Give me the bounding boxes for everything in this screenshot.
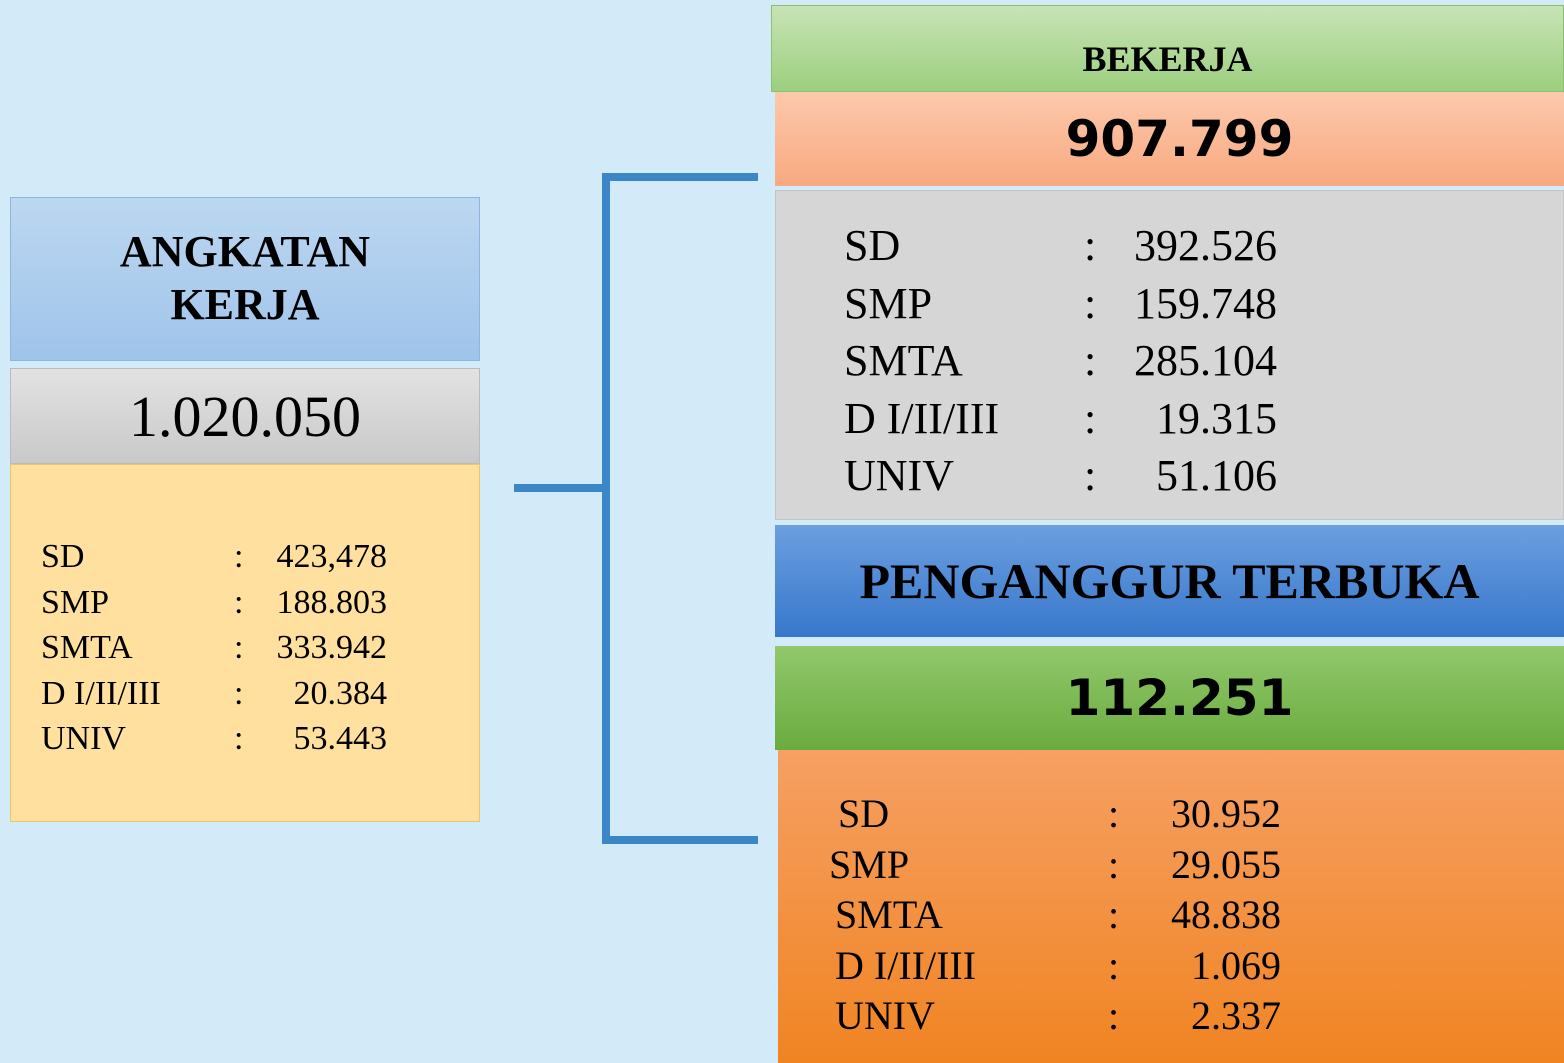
row-label: SMTA — [41, 629, 133, 666]
employed-title: BEKERJA — [771, 5, 1564, 92]
row-value: 2.337 — [1191, 993, 1281, 1038]
unemployed-total: 112.251 — [775, 646, 1564, 750]
labor-force-title: ANGKATAN KERJA — [10, 197, 480, 361]
row-label: SD — [41, 538, 85, 575]
employed-list: SD:392.526 SMP:159.748 SMTA:285.104 D I/II/… — [775, 190, 1564, 520]
row-label: SMP — [829, 841, 910, 887]
employed-total: 907.799 — [775, 92, 1564, 186]
unemployed-title: PENGANGGUR TERBUKA — [775, 525, 1564, 637]
row-label: D I/II/III — [41, 674, 161, 712]
labor-force-list: SD:423,478 SMP:188.803 SMTA:333.942 D I/II/… — [10, 464, 480, 822]
row-value: 29.055 — [1171, 841, 1281, 887]
row-value: 423,478 — [276, 538, 388, 575]
row-value: 30.952 — [1171, 791, 1281, 836]
row-separator: : — [1084, 393, 1097, 443]
row-label: D I/II/III — [844, 393, 1000, 443]
row-value: 188.803 — [276, 583, 388, 621]
row-label: SMP — [844, 278, 933, 328]
unemployed-list: SD: 30.952 SMP: 29.055 SMTA: 48.838 D I/II/III… — [778, 750, 1564, 1063]
row-value: 392.526 — [1134, 221, 1277, 270]
row-label: SD — [844, 221, 901, 270]
row-separator: : — [1108, 993, 1120, 1038]
row-label: SMTA — [844, 336, 963, 385]
row-separator: : — [1084, 336, 1097, 385]
row-value: 333.942 — [276, 629, 388, 666]
row-label: SD — [838, 791, 890, 836]
row-label: UNIV — [41, 720, 126, 757]
row-separator: : — [1084, 278, 1097, 328]
row-value: 53.443 — [293, 720, 388, 757]
labor-force-total: 1.020.050 — [10, 368, 480, 464]
row-label: SMP — [41, 583, 110, 621]
row-label: UNIV — [835, 993, 935, 1038]
labor-force-title-text: ANGKATAN KERJA — [119, 227, 371, 329]
row-value: 20.384 — [293, 674, 388, 712]
row-separator: : — [234, 583, 244, 621]
row-separator: : — [1108, 942, 1120, 988]
row-separator: : — [1084, 451, 1097, 500]
row-separator: : — [234, 720, 244, 757]
row-value: 51.106 — [1156, 451, 1277, 500]
row-value: 285.104 — [1134, 336, 1277, 385]
row-label: UNIV — [844, 451, 954, 500]
row-separator: : — [234, 629, 244, 666]
row-separator: : — [1108, 841, 1120, 887]
row-value: 19.315 — [1156, 393, 1277, 443]
row-separator: : — [1084, 221, 1097, 270]
row-value: 159.748 — [1134, 278, 1277, 328]
row-separator: : — [1108, 791, 1120, 836]
row-label: SMTA — [835, 892, 943, 937]
row-separator: : — [1108, 892, 1120, 937]
row-value: 48.838 — [1171, 892, 1281, 937]
row-value: 1.069 — [1191, 942, 1281, 988]
row-label: D I/II/III — [835, 942, 977, 988]
row-separator: : — [234, 538, 244, 575]
row-separator: : — [234, 674, 244, 712]
